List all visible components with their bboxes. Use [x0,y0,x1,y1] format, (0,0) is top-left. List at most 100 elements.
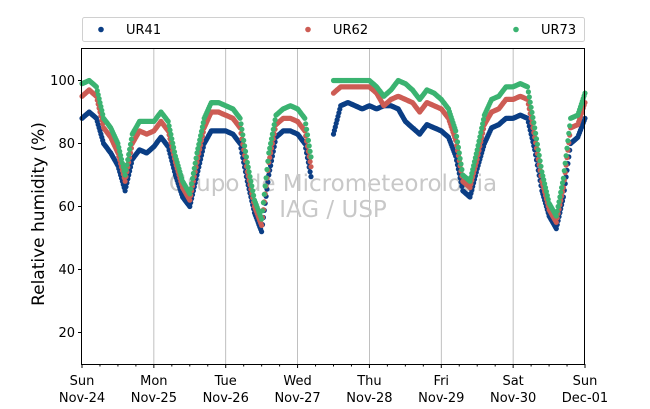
x-tick-date: Dec-01 [562,391,608,406]
data-point [245,164,251,170]
data-point [243,154,249,160]
data-point [246,169,252,175]
data-point [527,99,533,105]
x-axis: Sun Nov-24 Mon Nov-25 Tue Nov-26 Wed Nov-27 Thu N… [59,364,608,406]
data-point [268,136,275,142]
data-point [259,208,266,214]
data-point [304,132,311,138]
data-point [307,159,313,165]
data-point [557,194,563,200]
data-point [480,121,486,127]
data-point [307,169,313,175]
data-point [248,178,254,184]
data-point [479,125,485,131]
data-point [537,158,543,164]
data-point [533,130,539,136]
x-tick-day: Tue [214,374,237,389]
data-point [308,174,314,180]
data-point [469,170,475,176]
legend-label-UR41: UR41 [126,23,161,38]
data-point [543,188,550,195]
data-point [259,222,265,228]
data-point [242,143,248,149]
data-point [168,131,174,137]
data-point [250,188,256,194]
data-point [198,133,204,139]
y-tick-label: 60 [58,200,75,215]
data-point [554,208,560,214]
data-point [167,127,173,133]
legend-box [82,17,585,42]
data-point [308,164,314,170]
data-point [196,141,202,147]
data-point [99,107,105,113]
data-point [307,148,313,154]
data-point [536,152,542,158]
data-point [476,138,482,144]
data-point [128,136,134,142]
data-point [555,203,561,210]
data-point [122,178,128,184]
data-point [118,156,125,162]
x-tick-day: Sat [502,374,523,389]
data-point [539,169,545,175]
data-point [542,181,548,187]
data-point [189,175,196,182]
data-point [544,192,550,199]
data-point [117,148,123,154]
data-point [459,166,465,173]
data-point [560,175,567,181]
data-point [302,115,308,121]
data-point [562,160,568,166]
data-point [567,123,573,129]
data-point [100,111,106,117]
data-point [531,120,537,126]
data-point [305,137,311,143]
data-point [480,116,487,123]
data-point [265,158,271,164]
data-point [119,160,125,166]
data-point [308,154,314,160]
data-point [553,213,559,219]
y-tick-label: 20 [58,326,75,341]
data-point [266,150,272,156]
x-tick-date: Nov-30 [490,391,536,406]
y-tick-label: 80 [58,137,75,152]
data-point [458,161,464,167]
data-point [541,177,547,183]
y-tick-label: 100 [50,74,75,89]
data-point [267,145,273,151]
data-point [171,149,178,155]
data-point [303,121,309,127]
data-point [193,155,199,161]
data-point [474,147,480,153]
data-point [197,137,203,143]
data-point [459,183,465,189]
data-point [553,226,559,232]
data-point [269,131,275,137]
data-point [241,137,247,143]
data-point [524,84,531,90]
data-point [264,166,270,173]
data-point [190,170,196,176]
data-point [124,162,130,168]
data-point [271,122,277,128]
data-point [559,185,565,191]
data-point [237,115,243,121]
data-point [304,126,310,132]
data-point [98,103,104,110]
data-point [170,140,176,146]
data-point [473,151,479,157]
data-point [169,136,175,142]
data-point [262,183,268,189]
data-point [556,199,562,205]
data-point [565,138,571,144]
y-tick-label: 40 [58,263,75,278]
data-point [259,229,265,235]
data-point [238,121,244,127]
data-point [530,114,536,121]
data-point [195,146,201,152]
data-point [247,174,253,180]
data-point [477,134,483,140]
